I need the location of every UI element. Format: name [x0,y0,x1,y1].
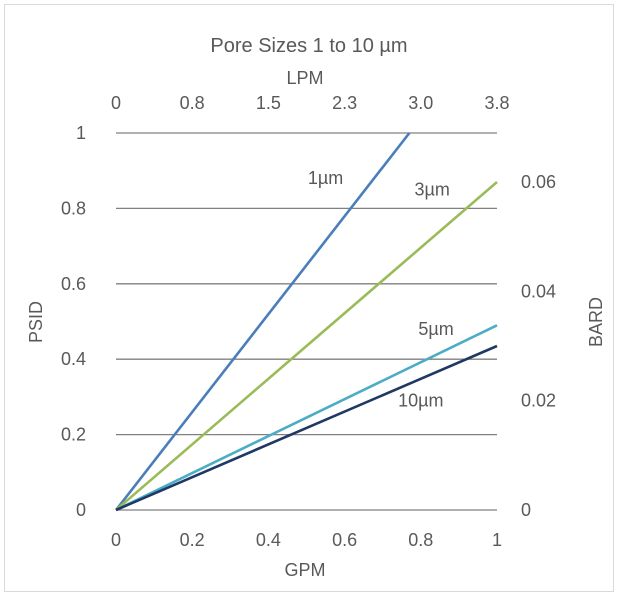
chart-frame [4,4,614,592]
series-line [115,344,498,512]
x2-tick-label: 3.0 [408,93,433,113]
y2-tick-label: 0.02 [521,391,556,411]
series-annotation: 10µm [398,391,443,411]
y-tick-label: 0.4 [61,349,86,369]
gridlines [116,132,497,511]
x-tick-label: 0.6 [332,530,357,550]
x2-axis-title: LPM [286,68,323,88]
x2-tick-label: 3.8 [484,93,509,113]
y2-tick-label: 0 [521,500,531,520]
series-line [114,132,411,511]
series-line [115,324,498,512]
x-tick-label: 0.2 [180,530,205,550]
chart-title: Pore Sizes 1 to 10 µm [210,35,407,57]
y-axis-title: PSID [26,301,46,343]
series-annotation: 1µm [308,168,343,188]
y2-tick-label: 0.06 [521,172,556,192]
x2-tick-label: 1.5 [256,93,281,113]
x-tick-label: 0.8 [408,530,433,550]
y-tick-label: 0 [76,500,86,520]
series-annotations: 1µm 3µm 5µm 10µm [308,168,454,410]
tick-labels: 00.20.40.60.810 0.2 0.4 0.6 0.8 10 0.8 1.5 2.3 3.… [61,93,556,550]
x2-tick-label: 2.3 [332,93,357,113]
y-tick-label: 0.8 [61,198,86,218]
x2-tick-label: 0 [111,93,121,113]
x2-tick-label: 0.8 [180,93,205,113]
x-tick-label: 0.4 [256,530,281,550]
x-tick-label: 0 [111,530,121,550]
series-annotation: 3µm [415,180,450,200]
y-tick-label: 0.6 [61,274,86,294]
series-line [115,181,498,511]
series-lines [114,132,498,512]
x-axis-title: GPM [284,560,325,580]
x-tick-label: 1 [492,530,502,550]
y-tick-label: 1 [76,123,86,143]
y2-axis-title: BARD [586,297,606,347]
y2-tick-label: 0.04 [521,281,556,301]
series-annotation: 5µm [418,319,453,339]
y-tick-label: 0.2 [61,425,86,445]
